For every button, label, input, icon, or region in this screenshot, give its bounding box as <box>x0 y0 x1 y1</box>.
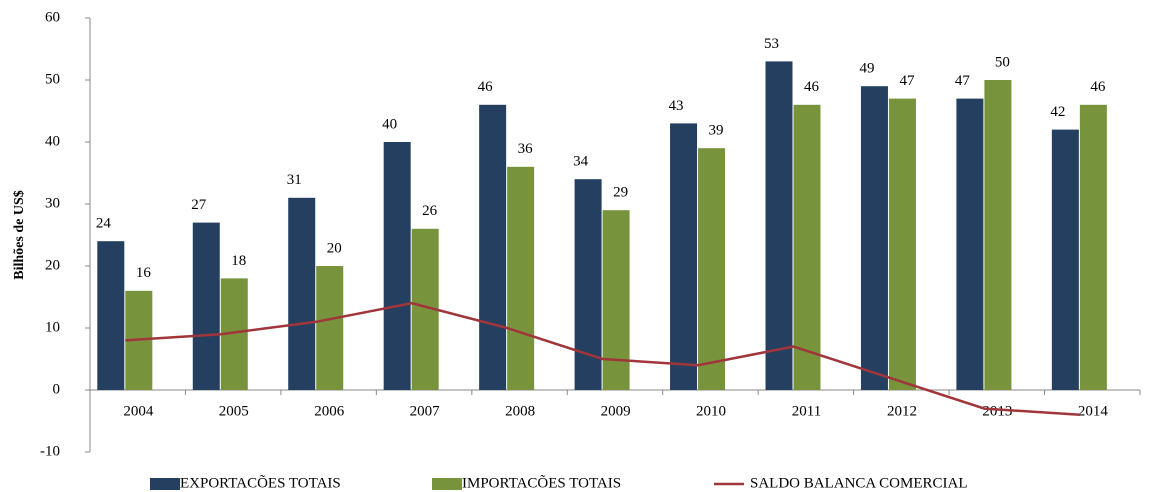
legend-swatch <box>432 478 462 490</box>
line <box>125 301 1080 417</box>
bar <box>383 142 411 390</box>
x-tick-label: 2007 <box>410 403 441 419</box>
value-label: 43 <box>669 98 684 114</box>
value-label: 50 <box>995 54 1010 70</box>
value-label: 24 <box>96 216 112 232</box>
bar <box>793 104 821 391</box>
x-tick-label: 2009 <box>601 403 631 419</box>
y-tick-label: 50 <box>45 71 60 87</box>
bar <box>97 241 125 390</box>
value-label: 46 <box>804 79 820 95</box>
value-label: 47 <box>899 73 915 89</box>
value-label: 46 <box>478 79 494 95</box>
value-label: 39 <box>709 123 724 139</box>
value-label: 16 <box>136 265 152 281</box>
bar <box>765 61 793 391</box>
value-label: 53 <box>764 36 779 52</box>
x-tick-label: 2013 <box>982 403 1012 419</box>
x-tick-label: 2011 <box>792 403 821 419</box>
value-label: 27 <box>191 197 207 213</box>
legend-label: SALDO BALANCA COMERCIAL <box>750 475 968 491</box>
legend-swatch <box>150 478 180 490</box>
value-label: 31 <box>287 172 302 188</box>
bar <box>192 222 220 390</box>
bar <box>1051 129 1079 390</box>
value-label: 46 <box>1090 79 1106 95</box>
bar <box>956 98 984 390</box>
bar <box>1079 104 1107 391</box>
value-label: 47 <box>955 73 971 89</box>
bar <box>888 98 916 390</box>
y-tick-label: -10 <box>40 443 60 459</box>
bar <box>479 104 507 391</box>
y-tick-label: 10 <box>45 319 60 335</box>
y-tick-label: 40 <box>45 133 60 149</box>
value-label: 26 <box>422 203 438 219</box>
x-tick-label: 2014 <box>1078 403 1109 419</box>
bar <box>288 197 316 390</box>
y-tick-label: 0 <box>53 381 61 397</box>
bar <box>316 266 344 390</box>
bar <box>602 210 630 390</box>
bar <box>670 123 698 391</box>
value-label: 40 <box>382 116 397 132</box>
legend-label: IMPORTACÕES TOTAIS <box>462 474 621 491</box>
x-tick-label: 2012 <box>887 403 917 419</box>
x-tick-label: 2008 <box>505 403 535 419</box>
y-tick-label: 60 <box>45 9 60 25</box>
x-tick-label: 2004 <box>123 403 154 419</box>
value-label: 42 <box>1050 104 1065 120</box>
value-label: 18 <box>231 253 246 269</box>
x-tick-label: 2010 <box>696 403 726 419</box>
legend-label: EXPORTACÕES TOTAIS <box>180 474 341 491</box>
y-tick-label: 30 <box>45 195 60 211</box>
value-label: 29 <box>613 185 628 201</box>
bar <box>984 80 1012 390</box>
bar <box>698 148 726 390</box>
value-label: 20 <box>327 240 342 256</box>
value-label: 36 <box>518 141 534 157</box>
y-axis-label: Bilhões de US$ <box>12 190 27 279</box>
value-label: 34 <box>573 154 589 170</box>
bar <box>507 166 535 390</box>
y-tick-label: 20 <box>45 257 60 273</box>
x-tick-label: 2005 <box>219 403 249 419</box>
bar <box>860 86 888 390</box>
x-tick-label: 2006 <box>314 403 345 419</box>
value-label: 49 <box>859 61 874 77</box>
